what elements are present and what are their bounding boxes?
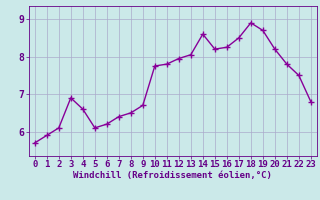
X-axis label: Windchill (Refroidissement éolien,°C): Windchill (Refroidissement éolien,°C) — [73, 171, 272, 180]
